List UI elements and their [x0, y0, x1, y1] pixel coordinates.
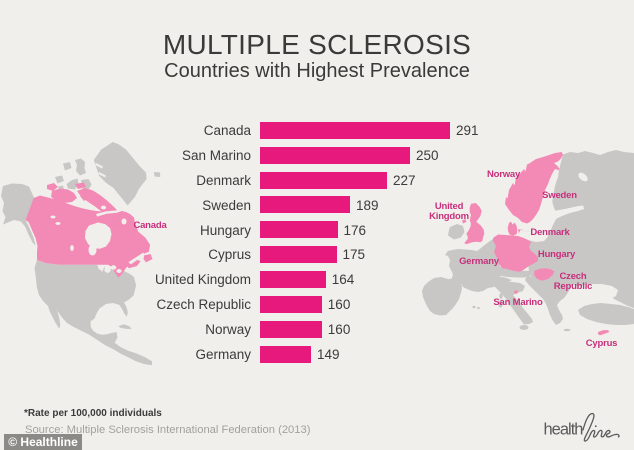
svg-text:health: health	[544, 421, 584, 439]
